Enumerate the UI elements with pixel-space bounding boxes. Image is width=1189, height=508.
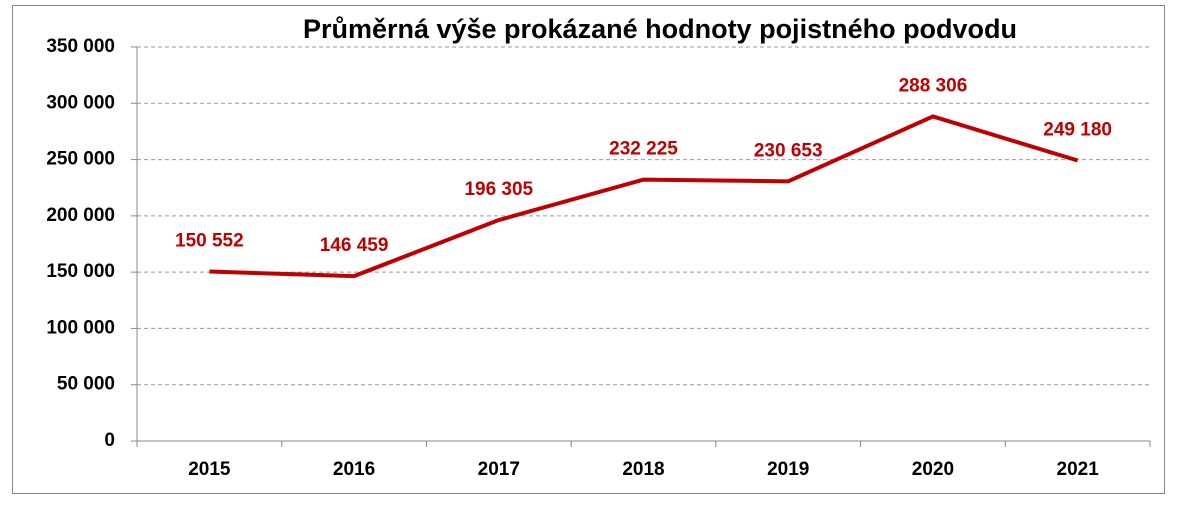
data-label: 230 653: [754, 140, 823, 161]
y-tick-label: 50 000: [57, 374, 115, 395]
y-tick-label: 350 000: [46, 36, 115, 57]
data-label: 288 306: [899, 75, 968, 96]
y-tick-label: 250 000: [46, 149, 115, 170]
x-tick-label: 2016: [333, 459, 375, 480]
data-label: 196 305: [464, 179, 533, 200]
data-label: 150 552: [175, 231, 244, 252]
x-tick-label: 2015: [188, 459, 231, 480]
y-tick-label: 150 000: [46, 261, 115, 282]
data-label: 146 459: [320, 235, 389, 256]
chart-title: Průměrná výše prokázané hodnoty pojistné…: [303, 14, 1017, 44]
y-tick-label: 0: [104, 430, 115, 451]
x-tick-label: 2020: [912, 459, 954, 480]
line-series: [209, 114, 1079, 279]
y-tick-label: 300 000: [46, 92, 115, 113]
x-tick-label: 2021: [1057, 459, 1100, 480]
x-tick-label: 2017: [478, 459, 520, 480]
x-tick-label: 2018: [622, 459, 664, 480]
data-label: 249 180: [1043, 120, 1112, 141]
data-label: 232 225: [609, 139, 678, 160]
chart-border: [12, 5, 1165, 494]
y-tick-label: 100 000: [46, 317, 115, 338]
y-tick-label: 200 000: [46, 205, 115, 226]
x-tick-label: 2019: [767, 459, 809, 480]
